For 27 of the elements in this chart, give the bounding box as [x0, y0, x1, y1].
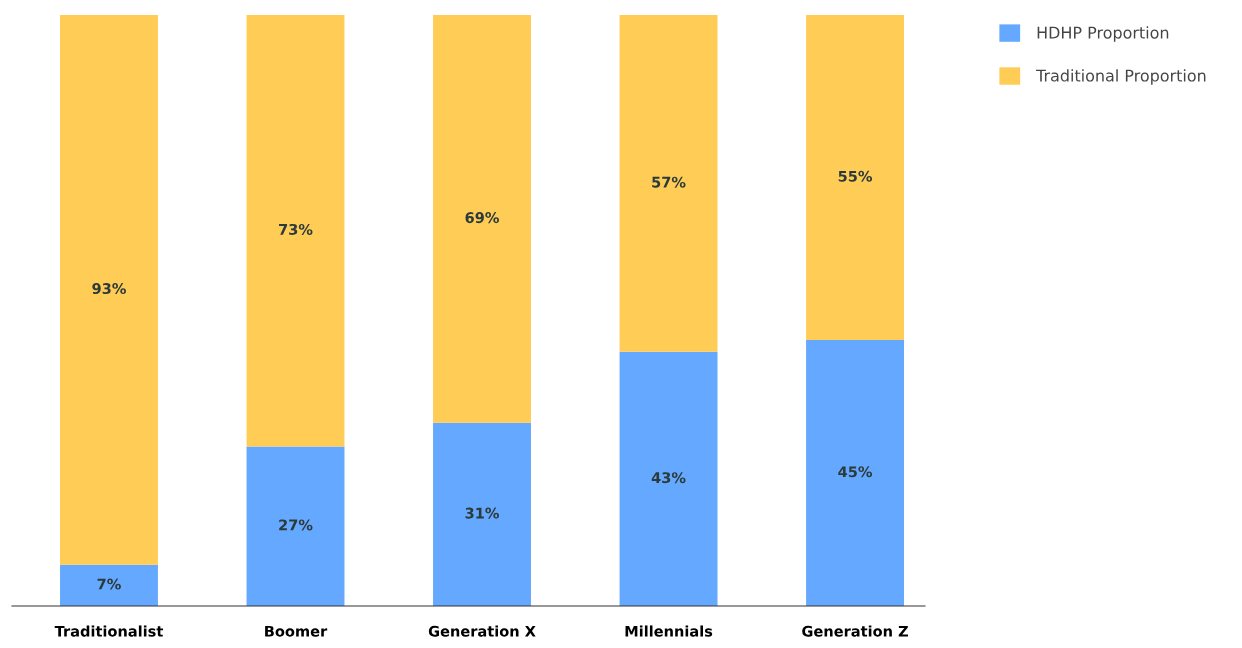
legend-label: HDHP Proportion [1037, 26, 1169, 42]
bar [619, 15, 718, 352]
x-tick-label: Generation X [428, 625, 536, 637]
x-tick-label: Traditionalist [54, 625, 163, 637]
data-label: 45% [838, 466, 873, 478]
bar [806, 15, 905, 341]
bar [619, 351, 718, 606]
data-label: 7% [97, 578, 121, 590]
bar [433, 422, 531, 606]
data-label: 93% [92, 283, 126, 295]
x-tick-label: Boomer [265, 625, 328, 637]
data-label: 43% [651, 472, 686, 484]
bar [433, 15, 531, 423]
data-label: 57% [652, 176, 686, 188]
legend-label: Traditional Proportion [1036, 69, 1206, 85]
bar [60, 564, 158, 606]
data-label: 31% [465, 507, 500, 519]
x-tick-label: Generation Z [802, 625, 908, 637]
data-label: 55% [838, 170, 873, 182]
bar [60, 15, 158, 565]
bar [246, 446, 345, 606]
data-label: 27% [279, 519, 313, 531]
data-label: 69% [465, 212, 500, 224]
data-label: 73% [279, 223, 313, 235]
x-tick-label: Millennials [625, 625, 713, 637]
bar [806, 340, 905, 606]
bar [246, 15, 345, 447]
